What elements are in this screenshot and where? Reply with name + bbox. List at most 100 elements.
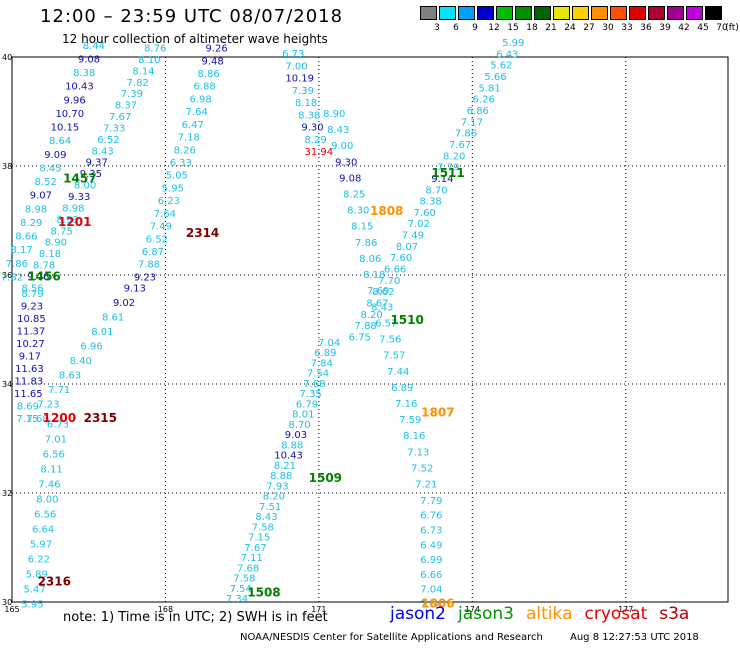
wave-height-value: 6.66 (384, 264, 406, 275)
wave-height-value: 7.01 (45, 435, 67, 446)
wave-height-value: 7.04 (318, 338, 340, 349)
pass-number: 1808 (370, 204, 403, 218)
wave-height-value: 6.88 (194, 82, 216, 93)
legend-swatch (572, 6, 589, 20)
lat-tick-label: 30 (2, 598, 12, 607)
wave-height-value: 9.08 (339, 173, 361, 184)
wave-height-value: 8.98 (25, 204, 47, 215)
wave-height-value: 7.88 (138, 260, 160, 271)
wave-height-value: 7.58 (233, 574, 255, 585)
legend-swatch (629, 6, 646, 20)
wave-height-value: 6.87 (142, 247, 164, 258)
wave-height-tracks: 8.449.088.3810.439.9610.7010.158.649.098… (1, 38, 524, 610)
legend-label: 30 (602, 23, 614, 33)
wave-height-value: 8.88 (270, 471, 292, 482)
wave-height-value: 8.62 (372, 287, 394, 298)
wave-height-value: 7.51 (259, 502, 281, 513)
wave-height-value: 6.43 (496, 49, 518, 60)
wave-height-value: 9.30 (301, 123, 323, 134)
wave-height-value: 7.02 (408, 219, 430, 230)
legend-label: 70 (716, 23, 728, 33)
pass-number: 2315 (84, 411, 117, 425)
legend-label: 24 (564, 23, 576, 33)
wave-height-value: 5.47 (23, 584, 45, 595)
wave-height-value: 7.68 (26, 414, 48, 425)
legend-swatch (534, 6, 551, 20)
wave-height-value: 9.35 (80, 169, 102, 180)
wave-height-value: 9.17 (19, 351, 41, 362)
wave-height-value: 8.18 (363, 270, 385, 281)
wave-height-value: 9.13 (124, 283, 146, 294)
wave-height-value: 8.10 (138, 55, 160, 66)
wave-height-value: 10.70 (55, 109, 84, 120)
wave-height-value: 7.57 (383, 351, 405, 362)
wave-height-value: 6.73 (420, 525, 442, 536)
wave-height-value: 7.64 (186, 107, 208, 118)
wave-height-value: 8.26 (174, 145, 196, 156)
wave-height-value: 7.59 (399, 415, 421, 426)
lon-tick-label: 168 (158, 605, 173, 614)
wave-height-value: 8.38 (298, 110, 320, 121)
wave-height-value: 9.37 (86, 158, 108, 169)
wave-height-value: 8.01 (91, 327, 113, 338)
wave-height-value: 9.09 (44, 150, 66, 161)
wave-height-value: 7.82 (1, 272, 23, 283)
wave-height-value: 9.30 (335, 157, 357, 168)
wave-height-value: 6.98 (190, 94, 212, 105)
pass-number: 1200 (43, 411, 76, 425)
wave-height-value: 6.47 (182, 120, 204, 131)
wave-height-value: 7.79 (420, 496, 442, 507)
pass-number: 1201 (58, 215, 91, 229)
legend-label: 39 (659, 23, 671, 33)
track-k: 7.046.897.847.547.687.356.798.018.709.03… (226, 338, 340, 605)
wave-height-value: 7.68 (237, 563, 259, 574)
wave-height-value: 7.15 (16, 414, 38, 425)
wave-height-value: 8.00 (74, 181, 96, 192)
wave-height-value: 8.18 (295, 98, 317, 109)
wave-height-value: 7.86 (6, 259, 28, 270)
pass-number: 1509 (309, 471, 342, 485)
wave-height-value: 9.07 (30, 191, 52, 202)
wave-height-value: 9.33 (68, 192, 90, 203)
wave-height-value: 8.15 (351, 222, 373, 233)
pass-number: 2314 (186, 226, 219, 240)
wave-height-value: 7.54 (307, 369, 329, 380)
wave-height-value: 7.60 (390, 253, 412, 264)
track-f: 6.73 7.01 6.56 8.11 7.46 8.00 6.56 6.64 5.97 6.22… (21, 420, 69, 611)
wave-height-value: 8.07 (396, 242, 418, 253)
wave-height-value: 10.27 (16, 339, 45, 350)
wave-height-value: 7.93 (266, 481, 288, 492)
satellite-jason3: jason3 (458, 604, 514, 624)
wave-height-value: 8.01 (292, 410, 314, 421)
wave-height-value: 8.00 (36, 495, 58, 506)
wave-height-value: 8.38 (73, 68, 95, 79)
wave-height-value: 8.20 (443, 151, 465, 162)
wave-height-value: 7.13 (407, 447, 429, 458)
wave-height-value: 10.15 (51, 123, 80, 134)
pass-number: 1510 (390, 313, 423, 327)
track-h: 7.79 6.76 6.73 6.49 6.99 6.66 7.04 7.04 (420, 496, 442, 611)
wave-height-value: 6.75 (349, 332, 371, 343)
pass-number: 1457 (63, 171, 96, 185)
track-d: 9.13 9.02 8.61 8.01 6.96 8.40 8.63 7.71 7.23 7.68 (26, 283, 145, 425)
wave-height-value: 10.85 (17, 314, 46, 325)
lon-tick-label: 165 (4, 605, 19, 614)
wave-height-value: 9.26 (205, 44, 227, 55)
wave-height-value: 7.49 (402, 231, 424, 242)
lon-tick-label: 171 (311, 605, 326, 614)
wave-height-value: 6.96 (80, 341, 102, 352)
wave-height-value: 5.89 (26, 569, 48, 580)
legend-label: 15 (507, 23, 519, 33)
wave-height-value: 8.63 (59, 371, 81, 382)
wave-height-value: 11.63 (15, 364, 44, 375)
wave-height-value: 8.38 (419, 197, 441, 208)
satellite-cryosat: cryosat (584, 604, 648, 624)
wave-height-value: 7.56 (379, 335, 401, 346)
legend-swatch (648, 6, 665, 20)
lat-tick-label: 34 (2, 380, 12, 389)
wave-height-value: 7.54 (230, 584, 252, 595)
wave-height-value: 7.11 (241, 553, 263, 564)
wave-height-value: 6.86 (467, 106, 489, 117)
wave-height-value: 5.97 (30, 540, 52, 551)
